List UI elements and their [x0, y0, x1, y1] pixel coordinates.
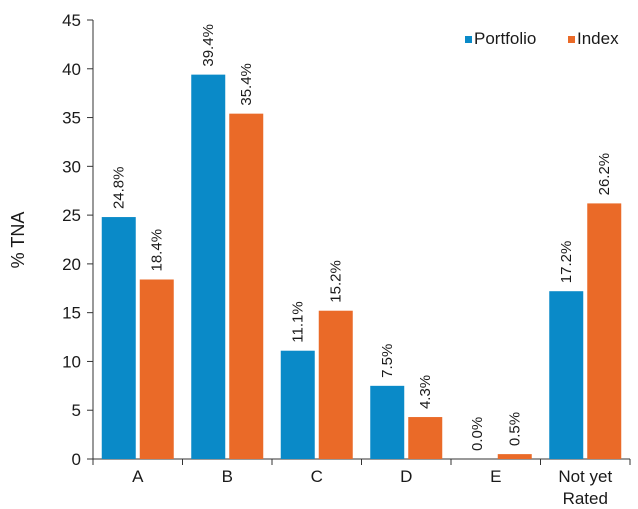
- bar-value-label: 0.5%: [507, 412, 524, 446]
- bar-value-label: 17.2%: [558, 241, 575, 284]
- y-tick-label: 5: [72, 401, 81, 420]
- x-axis: A B C D E Not yet Rated: [92, 458, 631, 508]
- x-category-label: Rated: [563, 489, 608, 508]
- bar-value-label: 4.3%: [417, 375, 434, 409]
- bar-value-label: 39.4%: [200, 24, 217, 67]
- x-category-label: B: [222, 467, 233, 486]
- bar-portfolio: [191, 74, 226, 460]
- y-tick-label: 35: [62, 109, 81, 128]
- bar-portfolio: [549, 291, 584, 459]
- bar-portfolio: [280, 350, 315, 459]
- y-tick-label: 45: [62, 11, 81, 30]
- y-tick-label: 0: [72, 450, 81, 469]
- x-category-label: D: [400, 467, 412, 486]
- bar-value-label: 18.4%: [149, 229, 166, 272]
- bar-index: [587, 203, 622, 459]
- y-axis: 0 5 10 15 20 25 30 35 40 45: [62, 11, 94, 469]
- y-tick-label: 40: [62, 60, 81, 79]
- x-category-label: A: [132, 467, 144, 486]
- bar-index: [497, 454, 532, 459]
- y-tick-label: 30: [62, 157, 81, 176]
- y-tick-label: 15: [62, 304, 81, 323]
- bar-value-label: 26.2%: [596, 153, 613, 196]
- legend-label-index: Index: [577, 29, 619, 48]
- bars: 24.8% 39.4% 11.1% 7.5% 0.0% 17.2% 18.4% 35.4% 15…: [101, 24, 622, 460]
- bar-index: [318, 310, 353, 459]
- bar-value-label: 35.4%: [238, 63, 255, 106]
- y-tick-label: 10: [62, 352, 81, 371]
- bar-value-label: 0.0%: [469, 417, 486, 451]
- y-axis-title: % TNA: [8, 212, 28, 269]
- bar-portfolio: [101, 217, 136, 459]
- legend: Portfolio Index: [465, 29, 619, 48]
- legend-swatch-index: [568, 36, 575, 43]
- y-tick-label: 25: [62, 206, 81, 225]
- legend-label-portfolio: Portfolio: [474, 29, 536, 48]
- bar-index: [229, 113, 264, 460]
- x-category-label: Not yet: [558, 467, 612, 486]
- legend-swatch-portfolio: [465, 36, 472, 43]
- bar-portfolio: [370, 385, 405, 459]
- bar-value-label: 24.8%: [111, 167, 128, 210]
- bar-value-label: 7.5%: [379, 344, 396, 378]
- bar-value-label: 15.2%: [328, 260, 345, 303]
- bar-index: [139, 279, 174, 459]
- bar-value-label: 11.1%: [290, 301, 307, 342]
- bar-index: [408, 417, 443, 459]
- x-category-label: E: [490, 467, 501, 486]
- y-tick-label: 20: [62, 255, 81, 274]
- x-category-label: C: [311, 467, 323, 486]
